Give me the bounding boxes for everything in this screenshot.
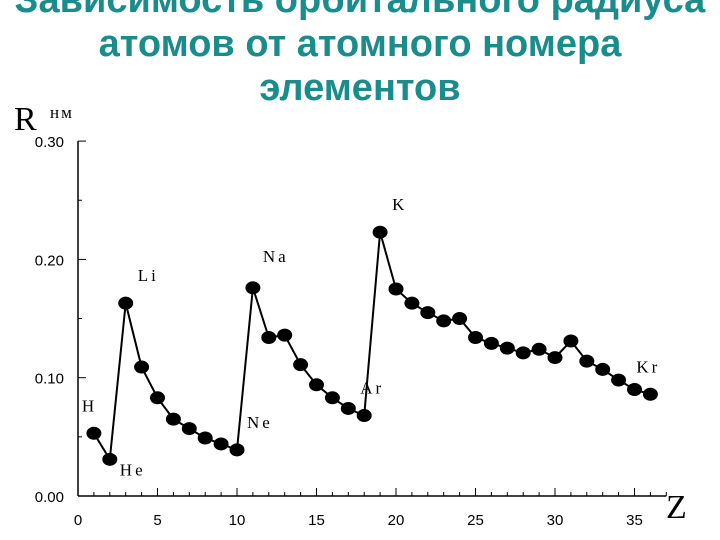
y-tick-label: 0.10 — [35, 371, 64, 388]
data-point — [213, 437, 229, 451]
data-point — [579, 354, 595, 368]
y-tick-label: 0.30 — [35, 134, 64, 151]
data-point — [499, 341, 515, 355]
x-tick-label: 30 — [547, 512, 564, 529]
element-label-kr: Kr — [636, 357, 660, 376]
data-point — [86, 426, 102, 440]
data-point — [102, 452, 118, 466]
y-axis-unit: нм — [50, 103, 74, 122]
element-label-h: H — [82, 396, 97, 415]
x-tick-label: 0 — [74, 512, 82, 529]
x-tick-label: 10 — [229, 512, 246, 529]
data-point — [293, 358, 309, 372]
x-axis-label: Z — [666, 489, 687, 526]
element-labels: H He Li Ne Na Ar K Kr — [82, 195, 660, 479]
x-tick-label: 5 — [153, 512, 161, 529]
data-point — [388, 282, 404, 296]
data-point — [420, 306, 436, 320]
x-tick-label: 25 — [467, 512, 484, 529]
data-point — [150, 391, 165, 405]
data-point — [229, 443, 245, 457]
data-point — [340, 401, 356, 415]
series — [86, 225, 658, 466]
data-point — [563, 334, 579, 348]
data-point — [483, 336, 499, 350]
element-label-he: He — [120, 460, 146, 479]
data-point — [452, 312, 468, 326]
data-point — [547, 351, 563, 365]
data-point — [642, 387, 658, 401]
data-point — [627, 383, 642, 397]
y-tick-label: 0.20 — [35, 252, 64, 269]
data-point — [404, 296, 420, 310]
data-point — [245, 281, 261, 295]
y-tick-label: 0.00 — [35, 489, 64, 506]
data-point — [309, 378, 324, 392]
data-point — [324, 391, 340, 405]
data-point — [468, 330, 483, 344]
data-point — [165, 412, 181, 426]
data-point — [134, 360, 150, 374]
ticks: 0 5 10 15 20 25 30 35 0.00 0.10 0.20 0.30 — [35, 134, 667, 529]
data-point — [197, 431, 213, 445]
element-label-ar: Ar — [360, 379, 384, 398]
y-axis-label: R — [14, 101, 37, 138]
data-point — [515, 346, 531, 360]
data-point — [356, 409, 372, 423]
x-tick-label: 35 — [626, 512, 643, 529]
data-point — [372, 225, 388, 239]
element-label-li: Li — [138, 266, 159, 285]
element-label-ne: Ne — [247, 413, 273, 432]
data-point — [611, 373, 627, 387]
chart-title: Зависимость орбитального радиуса атомов … — [14, 0, 706, 109]
x-tick-label: 15 — [308, 512, 325, 529]
data-point — [118, 296, 134, 310]
data-point — [436, 314, 452, 328]
data-point — [595, 362, 611, 376]
x-tick-label: 20 — [388, 512, 405, 529]
data-point — [277, 328, 293, 342]
data-point — [181, 422, 197, 436]
data-point — [531, 342, 547, 356]
element-label-na: Na — [263, 247, 289, 266]
data-point — [261, 330, 277, 344]
element-label-k: K — [392, 195, 407, 214]
